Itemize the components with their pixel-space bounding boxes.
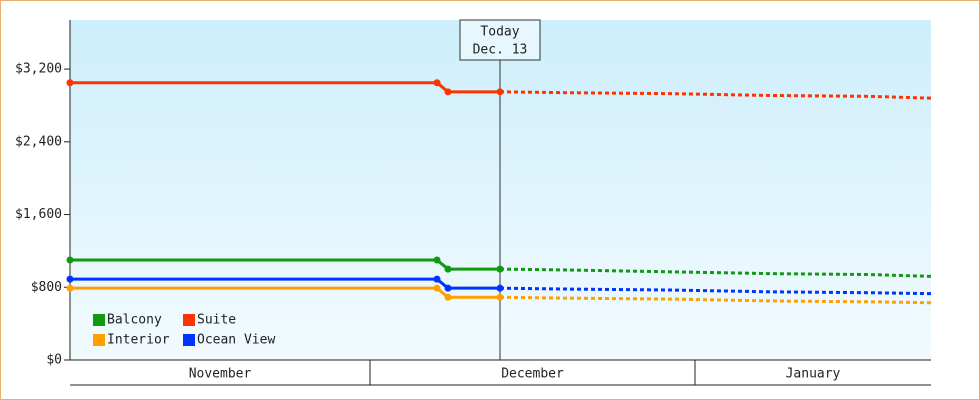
point — [444, 293, 452, 301]
y-tick-label: $800 — [31, 280, 62, 295]
y-tick-label: $0 — [46, 353, 62, 368]
today-label: Today — [480, 25, 519, 40]
point — [433, 275, 441, 283]
point — [433, 79, 441, 87]
month-label: January — [786, 367, 841, 382]
point — [496, 284, 504, 292]
forecast-line — [499, 295, 932, 305]
point — [66, 79, 74, 87]
legend-swatch — [93, 334, 105, 346]
y-tick-label: $2,400 — [15, 134, 62, 149]
series-line — [70, 277, 500, 290]
point — [444, 88, 452, 96]
legend-swatch — [183, 334, 195, 346]
legend-label: Balcony — [107, 313, 162, 328]
point — [66, 284, 74, 292]
forecast-line — [499, 267, 932, 278]
legend-swatch — [183, 314, 195, 326]
series-line — [70, 81, 500, 94]
month-label: November — [189, 367, 252, 382]
point — [496, 293, 504, 301]
point — [444, 265, 452, 273]
month-label: December — [501, 367, 564, 382]
point — [496, 265, 504, 273]
legend-label: Ocean View — [197, 333, 275, 348]
today-box — [459, 19, 541, 61]
today-date: Dec. 13 — [473, 43, 528, 58]
forecast-line — [499, 286, 932, 296]
point — [433, 284, 441, 292]
point — [444, 284, 452, 292]
series-line — [70, 258, 500, 271]
legend-swatch — [93, 314, 105, 326]
y-tick-label: $3,200 — [15, 62, 62, 77]
point — [496, 88, 504, 96]
legend-label: Interior — [107, 333, 170, 348]
y-tick-label: $1,600 — [15, 207, 62, 222]
point — [66, 275, 74, 283]
point — [433, 256, 441, 264]
series-line — [70, 286, 500, 299]
legend-label: Suite — [197, 313, 236, 328]
forecast-line — [499, 90, 932, 100]
point — [66, 256, 74, 264]
